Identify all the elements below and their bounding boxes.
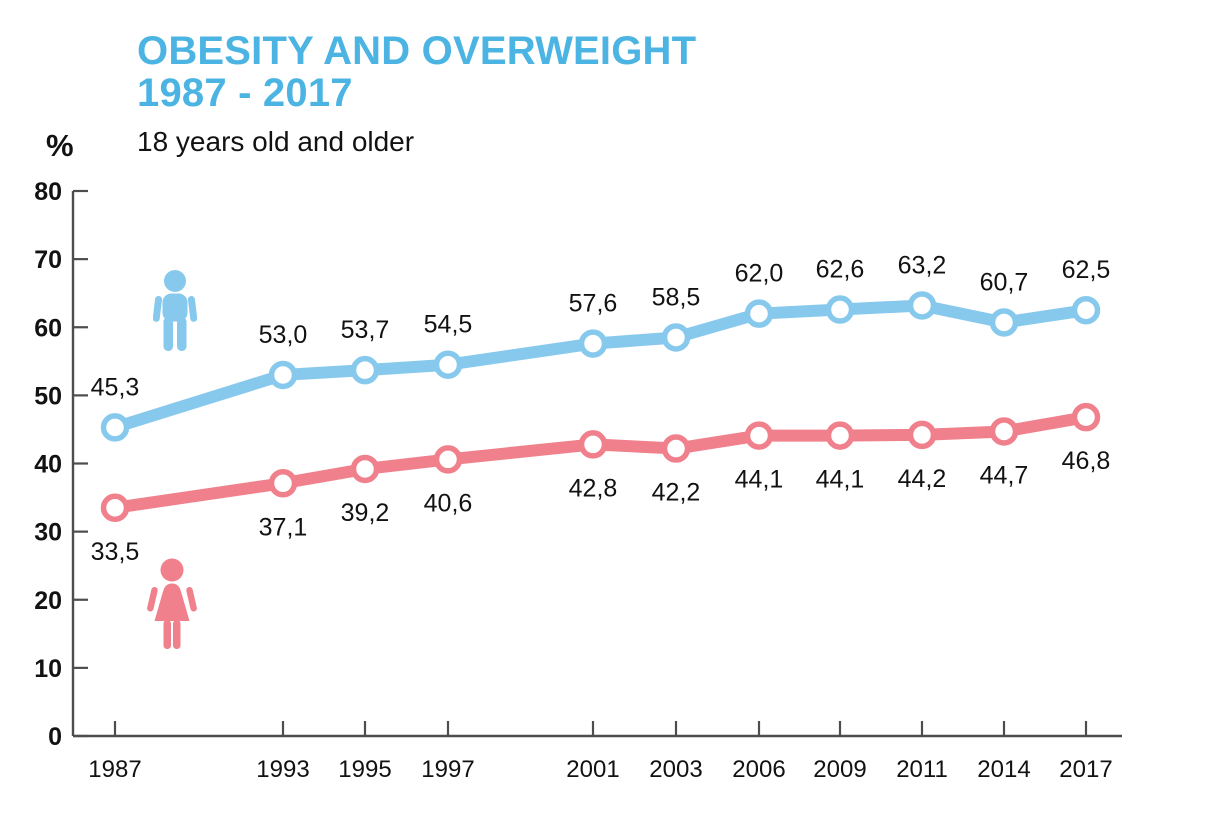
women-data-point-marker — [989, 417, 1019, 446]
x-axis-tick-label: 1997 — [421, 756, 474, 783]
men-value-label: 62,6 — [816, 256, 865, 284]
x-axis-tick-label: 2017 — [1059, 756, 1112, 783]
women-data-point-marker — [100, 493, 130, 523]
x-axis-tick-label: 1987 — [88, 756, 141, 783]
men-data-point-marker — [1071, 295, 1101, 325]
man-icon-shape — [153, 270, 197, 351]
x-axis-tick-label: 1993 — [256, 756, 309, 783]
women-value-label: 42,8 — [569, 474, 618, 502]
men-data-point-marker — [578, 329, 608, 358]
x-axis-tick-label: 2006 — [732, 756, 785, 783]
men-value-label: 62,5 — [1062, 256, 1111, 284]
man-icon — [153, 270, 197, 351]
y-axis-tick-label: 40 — [34, 451, 62, 479]
men-data-point-marker — [100, 413, 130, 442]
y-axis-tick-label: 50 — [34, 382, 62, 410]
men-value-label: 45,3 — [91, 373, 140, 401]
men-data-point-marker — [433, 350, 463, 379]
men-data-point-marker — [989, 308, 1019, 337]
x-axis-tick-label: 2003 — [649, 756, 702, 783]
y-axis-tick-label: 80 — [34, 178, 62, 206]
men-data-point-marker — [661, 323, 691, 352]
women-data-point-marker — [907, 420, 937, 450]
chart-title-line1: OBESITY AND OVERWEIGHT — [137, 29, 697, 73]
women-data-point-marker — [350, 454, 380, 484]
men-data-point-marker — [744, 299, 774, 328]
women-value-label: 44,7 — [980, 461, 1029, 489]
women-data-point-marker — [578, 430, 608, 459]
men-value-label: 60,7 — [980, 268, 1029, 296]
women-value-label: 46,8 — [1062, 447, 1111, 475]
women-value-label: 44,1 — [735, 466, 784, 494]
y-axis-tick-label: 70 — [34, 246, 62, 274]
x-axis-tick-label: 2011 — [896, 756, 948, 783]
chart-title-line2: 1987 - 2017 — [137, 71, 353, 116]
women-value-label: 40,6 — [424, 489, 473, 517]
women-data-point-marker — [1071, 402, 1101, 432]
men-data-point-marker — [825, 295, 855, 324]
women-value-label: 42,2 — [652, 479, 701, 507]
women-data-point-marker — [433, 445, 463, 474]
women-value-label: 44,2 — [898, 465, 947, 493]
men-value-label: 53,0 — [259, 321, 308, 349]
men-value-label: 63,2 — [898, 251, 947, 279]
y-axis-tick-label: 20 — [34, 587, 62, 615]
men-value-label: 62,0 — [735, 260, 784, 288]
y-axis-tick-label: 30 — [34, 519, 62, 547]
chart-subtitle: 18 years old and older — [137, 126, 415, 157]
y-axis-tick-label: 60 — [34, 314, 62, 342]
woman-icon-shape — [147, 558, 197, 649]
men-data-point-marker — [268, 360, 298, 390]
chart-title: OBESITY AND OVERWEIGHT 1987 - 2017 — [137, 30, 696, 115]
men-value-label: 54,5 — [424, 311, 473, 339]
y-axis-unit-label: % — [46, 128, 74, 163]
men-value-label: 53,7 — [341, 316, 390, 344]
y-axis-tick-label: 0 — [48, 723, 62, 751]
women-data-point-marker — [744, 421, 774, 450]
women-value-label: 33,5 — [91, 538, 140, 566]
women-value-label: 39,2 — [341, 499, 390, 527]
women-data-point-marker — [661, 434, 691, 463]
x-axis-tick-label: 2014 — [977, 756, 1030, 783]
woman-icon — [147, 558, 197, 649]
men-data-point-marker — [907, 291, 937, 320]
men-value-label: 57,6 — [569, 290, 618, 318]
women-data-point-marker — [268, 469, 298, 498]
women-value-label: 44,1 — [816, 466, 865, 494]
x-axis-tick-label: 1995 — [338, 756, 391, 783]
y-axis-tick-label: 10 — [34, 655, 62, 683]
women-data-point-marker — [825, 421, 855, 450]
men-value-label: 58,5 — [652, 283, 701, 311]
x-axis-tick-label: 2009 — [813, 756, 866, 783]
x-axis-tick-label: 2001 — [566, 756, 619, 783]
men-data-point-marker — [350, 355, 380, 385]
women-value-label: 37,1 — [259, 513, 308, 541]
